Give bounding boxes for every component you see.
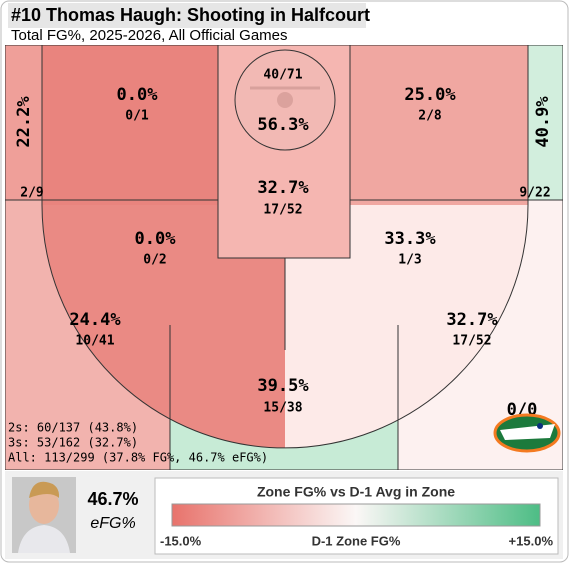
zone-made: 9/22	[519, 186, 550, 201]
zone-pct: 39.5%	[257, 376, 309, 396]
zone-made: 10/41	[75, 334, 114, 349]
zone-pct: 24.4%	[69, 310, 121, 330]
legend-title: Zone FG% vs D-1 Avg in Zone	[257, 484, 455, 500]
zone-pct: 0.0%	[135, 229, 177, 249]
legend-mid: D-1 Zone FG%	[312, 533, 401, 548]
team-logo	[493, 413, 561, 453]
zone-made: 1/3	[398, 253, 421, 268]
legend-gradient	[171, 503, 541, 527]
player-photo	[12, 477, 76, 553]
efg-value: 46.7%	[87, 489, 138, 509]
efg-label: eFG%	[90, 515, 135, 532]
title: #10 Thomas Haugh: Shooting in Halfcourt	[11, 5, 370, 25]
zone-pct: 33.3%	[384, 229, 436, 249]
legend-low: -15.0%	[160, 533, 202, 548]
zone-made: 15/38	[263, 401, 302, 416]
zone-made: 17/52	[452, 334, 491, 349]
subtitle: Total FG%, 2025-2026, All Official Games	[11, 27, 288, 44]
zone-made: 17/52	[263, 203, 302, 218]
summary-line: All: 113/299 (37.8% FG%, 46.7% eFG%)	[8, 451, 268, 465]
zone-pct: 32.7%	[446, 310, 498, 330]
zone-pct: 56.3%	[257, 115, 309, 135]
legend-high: +15.0%	[509, 533, 554, 548]
zone-made: 0/1	[125, 109, 149, 124]
zone-pct: 40.9%	[533, 96, 553, 148]
zone-made: 0/2	[143, 253, 166, 268]
zone-made: 2/8	[418, 109, 442, 124]
title-bg	[8, 3, 366, 28]
zone-made: 2/9	[20, 186, 43, 201]
summary-line: 2s: 60/137 (43.8%)	[8, 421, 138, 435]
summary-line: 3s: 53/162 (32.7%)	[8, 436, 138, 450]
zone-pct: 22.2%	[14, 96, 34, 148]
court	[5, 45, 563, 470]
zone-pct: 25.0%	[404, 85, 456, 105]
zone-made: 40/71	[263, 68, 302, 83]
zone-pct: 0.0%	[117, 85, 159, 105]
zone-pct: 32.7%	[257, 178, 309, 198]
